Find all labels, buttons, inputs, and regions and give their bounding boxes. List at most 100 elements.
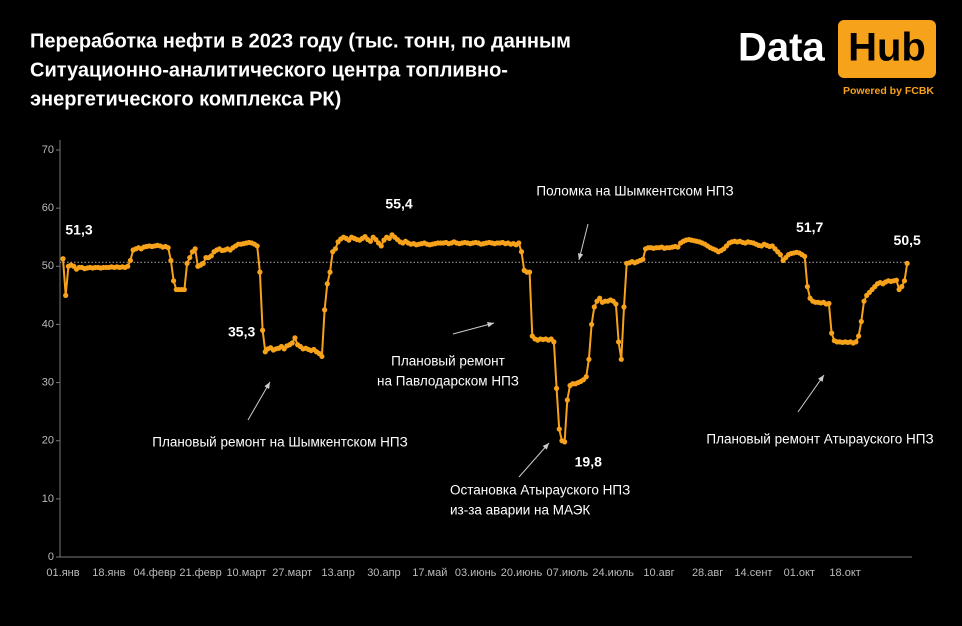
point [551,339,557,345]
chart-title: Переработка нефти в 2023 году (тыс. тонн… [30,30,571,52]
x-tick-label: 10.авг [643,567,674,579]
point [289,340,295,346]
y-tick-label: 0 [48,551,54,563]
x-tick-label: 28.авг [692,567,723,579]
point [259,327,266,333]
point [184,260,190,266]
point [583,374,589,380]
point [324,281,330,287]
point [613,301,619,307]
arrow-head [577,253,584,260]
value-label: 51,3 [65,221,92,237]
point [589,321,595,328]
point [858,318,864,325]
point [861,298,867,304]
x-tick-label: 07.июль [547,567,589,579]
point [208,253,214,259]
point [322,307,328,313]
logo-word: Hub [848,26,926,70]
point [165,245,171,251]
point [556,426,562,432]
value-label: 50,5 [894,232,921,248]
y-tick-label: 70 [42,144,54,156]
point [181,286,187,293]
annotation: Плановый ремонт на Шымкентском НПЗ [152,435,408,450]
annotation-arrow [452,322,495,335]
point [518,249,525,255]
x-tick-label: 20.июнь [501,567,543,579]
value-label: 55,4 [385,196,412,212]
annotation: Плановый ремонт [391,354,505,369]
annotation: на Павлодарском НПЗ [377,374,519,389]
point [170,278,177,284]
value-label: 51,7 [796,219,823,235]
annotation-arrow [518,442,550,478]
point [257,269,263,275]
point [597,295,603,301]
arrow-head [264,382,270,389]
point [826,300,832,307]
logo-tagline: Powered by FCBK [843,85,934,97]
arrow-head [542,443,549,450]
x-tick-label: 04.февр [133,567,175,579]
point [586,356,592,362]
arrow-head [487,322,494,328]
y-tick-label: 30 [42,376,54,388]
point [777,252,784,258]
point [591,304,597,310]
x-tick-label: 14.сент [734,567,772,579]
y-tick-label: 20 [42,435,54,447]
point [319,353,325,360]
point [901,278,908,284]
point [526,269,533,275]
point [621,304,627,310]
point [618,356,624,362]
logo-box [838,20,936,78]
point [904,260,910,266]
annotation: Поломка на Шымкентском НПЗ [536,184,733,199]
point [804,284,810,290]
annotation: Остановка Атырауского НПЗ [450,483,630,498]
point [127,257,134,264]
point [562,439,568,445]
x-tick-label: 18.окт [829,567,860,579]
y-tick-label: 60 [42,202,54,214]
y-tick-label: 50 [42,260,54,272]
point [553,385,560,391]
point [367,238,374,244]
point [332,246,338,252]
point [327,269,333,275]
arrow-head [818,375,824,382]
chart-title: энергетического комплекса РК) [30,88,341,110]
point [192,246,198,252]
x-tick-label: 27.март [272,567,312,579]
point [378,243,384,249]
point [125,263,131,269]
point [200,260,206,266]
point [63,292,69,298]
point [615,339,622,345]
annotation: Плановый ремонт Атырауского НПЗ [706,432,933,447]
x-tick-label: 17.май [412,567,447,579]
x-tick-label: 21.февр [179,567,221,579]
x-tick-label: 24.июль [592,567,634,579]
x-tick-label: 01.окт [784,567,815,579]
point [829,330,835,336]
x-tick-label: 18.янв [92,567,125,579]
value-label: 19,8 [575,454,602,470]
point [60,256,66,262]
x-tick-label: 30.апр [367,567,400,579]
point [899,284,905,290]
annotation-arrow [247,381,271,421]
point [893,277,899,283]
y-tick-label: 10 [42,493,54,505]
x-tick-label: 13.апр [321,567,354,579]
annotation-arrow [797,374,825,413]
point [853,339,859,345]
point [802,253,808,260]
annotation: из-за аварии на МАЭК [450,503,590,518]
point [856,333,862,339]
point [168,257,174,264]
